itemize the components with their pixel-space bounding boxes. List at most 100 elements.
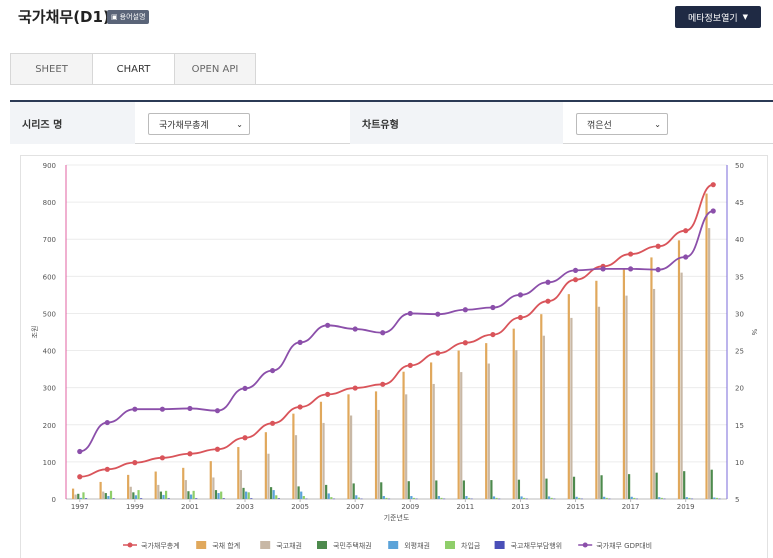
meta-info-label: 메타정보열기: [687, 13, 738, 24]
bar: [162, 494, 165, 499]
line-point: [159, 455, 165, 461]
line-point: [159, 406, 165, 412]
bar: [132, 492, 135, 499]
bar: [332, 498, 336, 500]
bar: [437, 496, 441, 499]
line-point: [572, 277, 579, 283]
bar: [77, 493, 80, 499]
y-right-tick-label: 25: [735, 348, 744, 356]
y-left-tick-label: 600: [43, 273, 56, 281]
bar: [683, 471, 686, 499]
y-right-tick-label: 10: [735, 459, 744, 467]
legend-marker: [494, 541, 505, 549]
y-left-tick-label: 300: [43, 385, 56, 393]
bar: [347, 394, 350, 499]
y-right-axis-title: %: [750, 329, 758, 336]
bar: [377, 409, 380, 499]
bar: [140, 498, 143, 499]
line-point: [710, 208, 716, 214]
x-tick-label: 2005: [291, 503, 309, 511]
line-point: [214, 408, 221, 414]
bar: [237, 447, 240, 499]
bar: [104, 493, 107, 499]
bar: [715, 497, 719, 499]
x-tick-label: 2011: [456, 503, 474, 511]
bar: [242, 487, 245, 499]
y-left-tick-label: 800: [43, 199, 56, 207]
x-tick-label: 1999: [126, 503, 144, 511]
bar: [109, 490, 113, 499]
bar: [635, 498, 639, 500]
series-select-value: 국가채무총계: [159, 120, 209, 131]
bar: [302, 496, 305, 499]
bar: [650, 257, 653, 499]
line-point: [407, 310, 413, 317]
bar: [239, 470, 243, 499]
bar: [330, 497, 333, 499]
bar: [247, 492, 250, 499]
bar: [112, 498, 115, 499]
bar: [435, 480, 438, 499]
bar: [212, 477, 215, 499]
chart-type-select[interactable]: 꺾은선 ⌄: [576, 113, 668, 135]
tab-chart[interactable]: CHART: [92, 53, 174, 85]
x-tick-label: 2013: [512, 503, 530, 511]
bar: [84, 498, 88, 499]
bar: [595, 280, 598, 499]
bar: [382, 496, 385, 499]
bar: [300, 491, 303, 499]
chart-panel: [20, 155, 768, 558]
line-point: [628, 266, 634, 272]
line-point: [132, 460, 138, 466]
y-right-tick-label: 50: [735, 162, 744, 170]
series-select[interactable]: 국가채무총계 ⌄: [148, 113, 250, 135]
y-right-tick-label: 5: [735, 496, 739, 504]
bar: [690, 498, 694, 500]
bar: [74, 494, 77, 499]
line-point: [297, 339, 303, 345]
bar: [360, 498, 363, 500]
bar: [608, 498, 611, 500]
meta-info-button[interactable]: 메타정보열기 ▼: [675, 6, 761, 28]
bar: [157, 484, 160, 499]
x-tick-label: 2007: [346, 503, 364, 511]
bar: [600, 475, 603, 499]
term-description-button[interactable]: ▣ 용어설명: [107, 10, 150, 24]
chart-type-label: 차트유형: [350, 102, 563, 144]
bar: [628, 474, 631, 499]
bar: [325, 484, 328, 499]
bar: [292, 413, 295, 499]
line-point: [325, 391, 331, 397]
bar: [405, 394, 408, 499]
bar: [440, 497, 443, 499]
bar: [605, 497, 608, 499]
line-point: [517, 314, 524, 321]
bar: [432, 383, 435, 499]
legend-marker: [582, 542, 588, 548]
bar: [545, 478, 548, 499]
legend-label: 국가채무총계: [141, 541, 180, 550]
y-right-tick-label: 20: [735, 385, 744, 393]
x-tick-label: 2017: [622, 503, 640, 511]
bar: [402, 371, 405, 499]
x-axis-title: 기준년도: [384, 513, 410, 522]
bar: [465, 496, 468, 499]
line-point: [380, 330, 386, 336]
bar: [127, 474, 130, 499]
bar: [129, 486, 132, 499]
y-left-tick-label: 900: [43, 162, 56, 170]
bar: [187, 491, 190, 499]
y-right-tick-label: 30: [735, 310, 744, 318]
view-tabs: SHEET CHART OPEN API: [10, 53, 256, 85]
line-point: [214, 446, 221, 452]
bar: [407, 481, 410, 499]
bar: [688, 497, 691, 499]
bar: [490, 480, 493, 499]
legend-marker: [196, 541, 207, 549]
bar: [357, 497, 360, 499]
line-point: [572, 267, 579, 273]
bar: [214, 490, 218, 499]
bar: [603, 496, 606, 499]
tab-open-api[interactable]: OPEN API: [174, 53, 256, 85]
bar: [515, 350, 518, 499]
